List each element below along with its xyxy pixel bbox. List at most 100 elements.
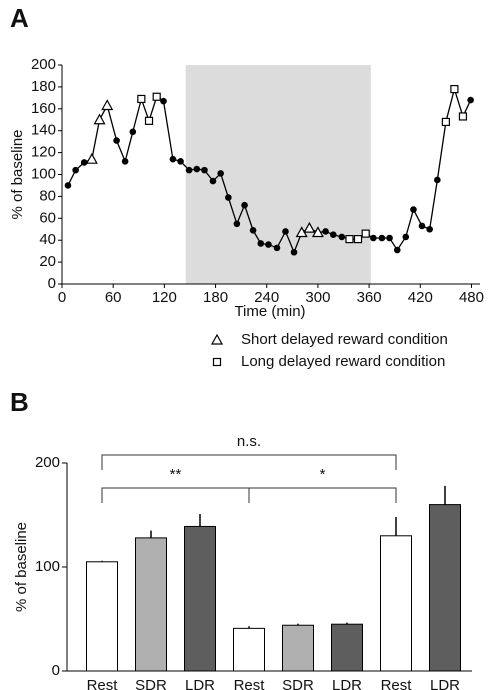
triangle-marker — [303, 221, 316, 233]
x-tick-label: 360 — [357, 289, 382, 306]
y-tick-label: 200 — [35, 454, 60, 471]
x-tick-label: SDR — [282, 677, 314, 690]
circle-marker — [249, 227, 257, 234]
circle-marker — [72, 166, 79, 174]
significance-bracket — [248, 487, 397, 503]
bar — [86, 561, 118, 672]
x-tick-label: LDR — [332, 677, 362, 690]
x-tick-label: 240 — [254, 289, 279, 306]
circle-marker — [426, 225, 433, 233]
bar — [282, 624, 314, 672]
bar — [233, 627, 265, 672]
y-tick-label: 200 — [31, 56, 56, 73]
y-tick-label: 20 — [39, 253, 56, 270]
y-tick-label: 0 — [52, 662, 60, 679]
circle-marker — [80, 159, 88, 166]
x-tick-label: Rest — [381, 677, 413, 690]
circle-marker — [209, 177, 217, 185]
circle-marker — [434, 176, 441, 184]
circle-marker — [410, 206, 417, 213]
circle-marker — [378, 234, 386, 242]
significance-bracket — [101, 454, 397, 470]
panel-label: B — [10, 387, 29, 417]
triangle-marker — [311, 226, 324, 238]
significance-label: n.s. — [237, 433, 261, 450]
circle-marker — [129, 128, 137, 136]
significance-bracket — [101, 487, 250, 503]
legend-label: Short delayed reward condition — [241, 331, 448, 348]
square-marker — [144, 116, 154, 125]
x-tick-label: 180 — [203, 289, 228, 306]
x-tick-label: 300 — [305, 289, 330, 306]
circle-marker — [160, 97, 167, 105]
x-tick-label: LDR — [185, 677, 215, 690]
x-tick-label: Rest — [87, 677, 119, 690]
square-marker — [458, 112, 468, 121]
y-axis-title: % of baseline — [9, 129, 26, 219]
circle-marker — [418, 222, 426, 230]
y-tick-label: 100 — [35, 558, 60, 575]
legend-label: Long delayed reward condition — [241, 353, 445, 370]
circle-marker — [338, 233, 346, 241]
significance-label: * — [320, 466, 326, 483]
x-axis-title: Time (min) — [234, 303, 305, 320]
triangle-marker — [101, 99, 114, 111]
circle-marker — [193, 165, 201, 173]
x-tick-label: SDR — [135, 677, 167, 690]
bar — [331, 623, 363, 672]
y-tick-label: 140 — [31, 122, 56, 139]
panel-label: A — [10, 3, 29, 33]
square-marker — [345, 235, 354, 244]
shaded-region — [185, 65, 371, 284]
bar — [135, 537, 167, 672]
x-tick-label: Rest — [234, 677, 266, 690]
x-tick-label: 480 — [459, 289, 484, 306]
legend-marker — [212, 357, 222, 367]
y-tick-label: 80 — [39, 187, 56, 204]
circle-marker — [370, 234, 377, 242]
x-tick-label: LDR — [430, 677, 460, 690]
square-marker — [361, 229, 370, 238]
square-marker — [137, 94, 146, 104]
circle-marker — [322, 228, 329, 235]
circle-marker — [241, 201, 248, 209]
circle-marker — [402, 233, 410, 241]
circle-marker — [386, 234, 393, 242]
legend-marker — [210, 333, 224, 345]
x-tick-label: 120 — [152, 289, 177, 306]
triangle-marker — [93, 113, 106, 125]
circle-marker — [282, 228, 289, 235]
x-tick-label: 60 — [105, 289, 122, 306]
y-tick-label: 160 — [31, 100, 56, 117]
square-marker — [450, 84, 459, 94]
significance-label: ** — [170, 466, 182, 483]
circle-marker — [273, 244, 281, 252]
circle-marker — [290, 248, 298, 256]
circle-marker — [201, 166, 208, 174]
y-tick-label: 100 — [31, 165, 56, 182]
bar — [184, 525, 216, 672]
circle-marker — [185, 166, 193, 174]
circle-marker — [225, 194, 232, 201]
y-tick-label: 180 — [31, 78, 56, 95]
circle-marker — [329, 231, 337, 239]
y-tick-label: 0 — [48, 275, 56, 292]
circle-marker — [121, 158, 129, 165]
x-tick-label: 0 — [58, 289, 66, 306]
circle-marker — [169, 155, 177, 163]
square-marker — [152, 92, 161, 101]
square-marker — [441, 117, 450, 127]
x-tick-label: 420 — [408, 289, 433, 306]
triangle-marker — [85, 152, 98, 164]
circle-marker — [257, 240, 265, 247]
circle-marker — [233, 220, 241, 228]
circle-marker — [217, 170, 224, 177]
y-tick-label: 40 — [39, 231, 56, 248]
y-tick-label: 120 — [31, 144, 56, 161]
y-axis-title: % of baseline — [13, 522, 30, 612]
circle-marker — [467, 96, 474, 104]
circle-marker — [265, 241, 272, 248]
bar — [380, 535, 412, 672]
bar — [429, 504, 461, 672]
